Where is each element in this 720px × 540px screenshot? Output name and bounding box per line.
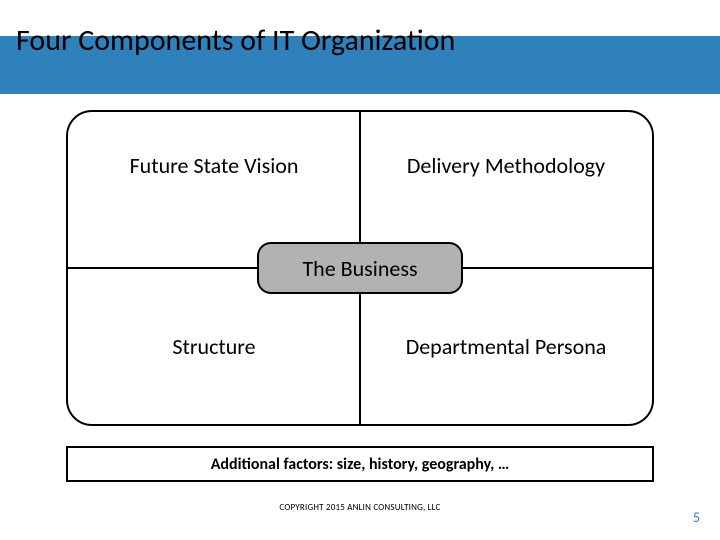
copyright-text: COPYRIGHT 2015 ANLIN CONSULTING, LLC (0, 502, 720, 513)
page-number: 5 (693, 509, 700, 526)
matrix-center-label: The Business (302, 255, 417, 282)
quadrant-label: Departmental Persona (406, 333, 607, 360)
quadrant-label: Structure (172, 333, 255, 360)
quadrant-label: Future State Vision (130, 152, 299, 179)
additional-factors-box: Additional factors: size, history, geogr… (66, 446, 654, 482)
slide: Four Components of IT Organization Futur… (0, 0, 720, 540)
quadrant-label: Delivery Methodology (407, 152, 605, 179)
four-quadrant-matrix: Future State Vision Delivery Methodology… (66, 110, 654, 426)
matrix-center-box: The Business (257, 242, 463, 294)
additional-factors-text: Additional factors: size, history, geogr… (211, 455, 510, 474)
slide-title: Four Components of IT Organization (16, 22, 455, 59)
